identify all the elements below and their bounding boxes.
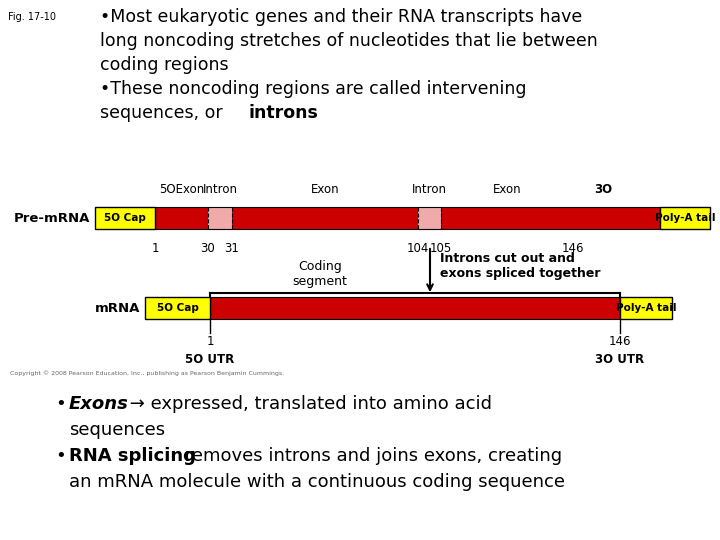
Text: 146: 146: [608, 335, 631, 348]
Bar: [660, 207, 710, 229]
Text: Pre-mRNA: Pre-mRNA: [14, 212, 90, 225]
Text: •: •: [55, 447, 66, 465]
Text: removes introns and joins exons, creating: removes introns and joins exons, creatin…: [179, 447, 562, 465]
Text: Copyright © 2008 Pearson Education, Inc., publishing as Pearson Benjamin Cumming: Copyright © 2008 Pearson Education, Inc.…: [10, 370, 284, 376]
Text: coding regions: coding regions: [100, 56, 229, 74]
Text: RNA splicing: RNA splicing: [69, 447, 196, 465]
Bar: [418, 207, 441, 229]
Text: Exon: Exon: [492, 183, 521, 196]
Text: an mRNA molecule with a continuous coding sequence: an mRNA molecule with a continuous codin…: [69, 473, 565, 491]
Text: Fig. 17-10: Fig. 17-10: [8, 12, 56, 22]
Text: 5O Cap: 5O Cap: [104, 213, 146, 223]
Bar: [210, 297, 620, 319]
Text: Poly-A tail: Poly-A tail: [654, 213, 715, 223]
Text: 1: 1: [206, 335, 214, 348]
Text: long noncoding stretches of nucleotides that lie between: long noncoding stretches of nucleotides …: [100, 32, 598, 50]
Bar: [145, 297, 210, 319]
Bar: [620, 297, 672, 319]
Bar: [210, 297, 620, 319]
Text: •Most eukaryotic genes and their RNA transcripts have: •Most eukaryotic genes and their RNA tra…: [100, 8, 582, 26]
Text: sequences, or: sequences, or: [100, 104, 228, 122]
Text: Exon: Exon: [311, 183, 339, 196]
Text: introns: introns: [248, 104, 318, 122]
Text: Intron: Intron: [202, 183, 238, 196]
Text: Exons: Exons: [69, 395, 129, 413]
Bar: [208, 207, 232, 229]
Text: 31: 31: [225, 242, 240, 255]
Text: •: •: [55, 395, 66, 413]
Bar: [95, 207, 155, 229]
Text: 5O Cap: 5O Cap: [156, 303, 199, 313]
Text: 104: 104: [407, 242, 429, 255]
Text: Poly-A tail: Poly-A tail: [616, 303, 676, 313]
Text: 1: 1: [151, 242, 158, 255]
Text: 5ΟExon: 5ΟExon: [159, 183, 204, 196]
Text: sequences: sequences: [69, 421, 165, 439]
Text: mRNA: mRNA: [94, 301, 140, 314]
Text: 30: 30: [201, 242, 215, 255]
Text: •These noncoding regions are called intervening: •These noncoding regions are called inte…: [100, 80, 526, 98]
Text: Intron: Intron: [412, 183, 447, 196]
Bar: [155, 207, 660, 229]
Text: 146: 146: [562, 242, 584, 255]
Text: Introns cut out and
exons spliced together: Introns cut out and exons spliced togeth…: [440, 252, 600, 280]
Text: 105: 105: [430, 242, 452, 255]
Text: → expressed, translated into amino acid: → expressed, translated into amino acid: [124, 395, 492, 413]
Bar: [155, 207, 660, 229]
Text: 5Ο UTR: 5Ο UTR: [185, 353, 235, 366]
Text: 3Ο UTR: 3Ο UTR: [595, 353, 644, 366]
Text: Coding
segment: Coding segment: [292, 260, 348, 288]
Text: 3Ο: 3Ο: [594, 183, 612, 196]
